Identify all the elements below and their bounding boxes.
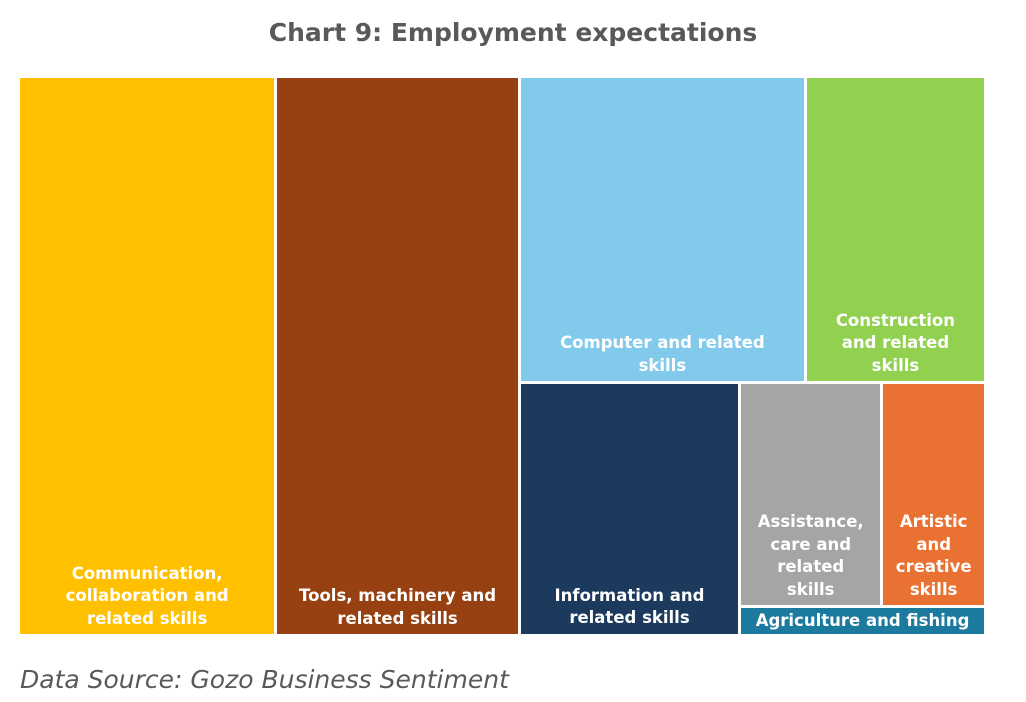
treemap-tile: Communication, collaboration and related… xyxy=(20,78,275,634)
tile-label: Assistance, care and related skills xyxy=(757,512,864,599)
chart-title: Chart 9: Employment expectations xyxy=(268,18,758,47)
tile-label: Communication, collaboration and related… xyxy=(65,563,229,628)
tile-label: Tools, machinery and related skills xyxy=(299,586,497,628)
treemap-tile: Artistic and creative skills xyxy=(883,384,984,606)
treemap-tile: Computer and related skills xyxy=(520,78,804,382)
treemap-tile: Information and related skills xyxy=(520,384,739,634)
treemap-tile: Agriculture and fishing xyxy=(741,608,984,634)
tile-label: Computer and related skills xyxy=(560,333,765,375)
plot-area: Communication, collaboration and related… xyxy=(20,78,984,634)
source-note: Data Source: Gozo Business Sentiment xyxy=(20,665,509,694)
treemap-tile: Assistance, care and related skills xyxy=(741,384,881,606)
tile-label: Information and related skills xyxy=(554,585,705,628)
tile-label: Construction and related skills xyxy=(835,310,956,375)
treemap-tile: Construction and related skills xyxy=(806,78,984,382)
tile-label: Artistic and creative skills xyxy=(895,512,972,599)
treemap-tile: Tools, machinery and related skills xyxy=(277,78,518,634)
tile-label: Agriculture and fishing xyxy=(755,611,970,631)
